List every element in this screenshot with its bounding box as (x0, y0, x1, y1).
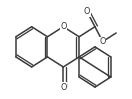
Text: O: O (100, 37, 106, 46)
Text: O: O (84, 7, 90, 16)
Text: O: O (60, 83, 67, 92)
Text: O: O (60, 22, 67, 31)
